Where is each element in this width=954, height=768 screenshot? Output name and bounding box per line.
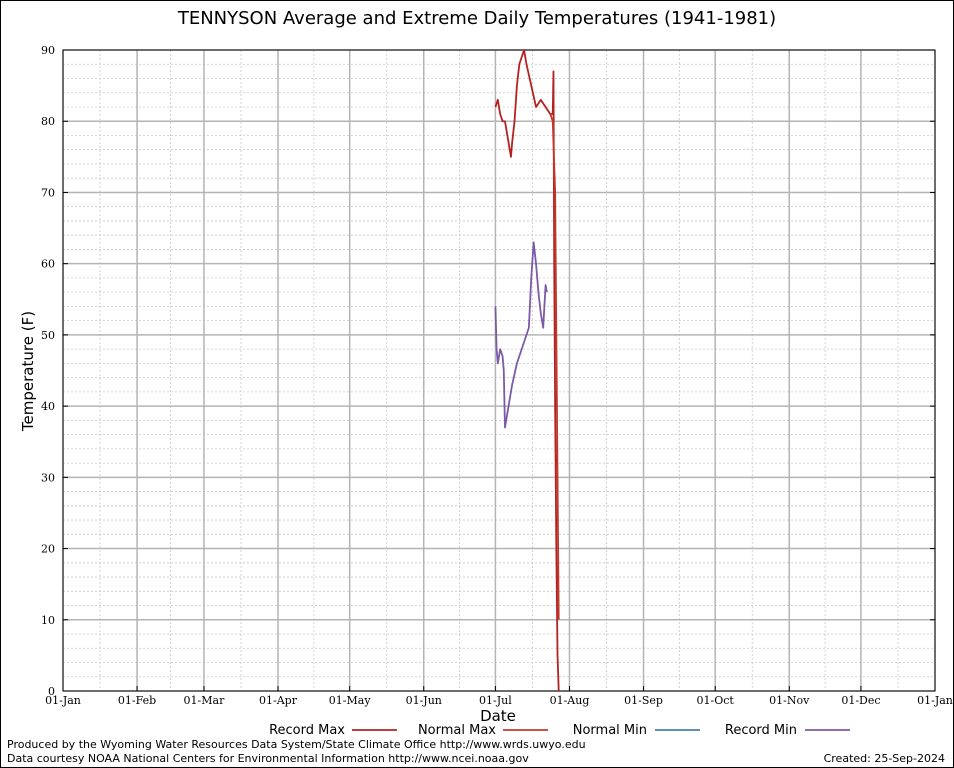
series-line-record-min [494, 241, 548, 429]
x-tick-label: 01-May [329, 694, 372, 707]
plot-border [62, 49, 936, 692]
x-tick-label: 01-Apr [259, 694, 298, 707]
series-lines [494, 49, 560, 692]
y-tick-label: 30 [41, 471, 55, 484]
chart-title: TENNYSON Average and Extreme Daily Tempe… [177, 8, 777, 29]
x-tick-label: 01-Jul [479, 694, 512, 707]
footer-created-date: Created: 25-Sep-2024 [823, 752, 945, 765]
y-tick-label: 80 [41, 115, 55, 128]
y-axis-label: Temperature (F) [19, 311, 37, 432]
y-tick-label: 60 [41, 258, 55, 271]
x-tick-label: 01-Mar [184, 694, 226, 707]
y-tick-label: 10 [41, 614, 55, 627]
legend-label: Normal Max [418, 723, 496, 738]
major-grid [62, 49, 936, 692]
x-tick-label: 01-Sep [624, 694, 663, 707]
series-line-normal-max [549, 113, 560, 620]
y-tick-label: 40 [41, 400, 55, 413]
legend: Record Max Normal Max Normal Min Record Min [269, 723, 850, 738]
y-tick-label: 20 [41, 543, 55, 556]
x-tick-label: 01-Aug [550, 694, 590, 707]
x-tick-label: 01-Jun [406, 694, 442, 707]
y-tick-label: 50 [41, 329, 55, 342]
footer-produced-by: Produced by the Wyoming Water Resources … [7, 738, 586, 751]
y-tick-label: 0 [48, 685, 55, 698]
x-axis-label: Date [480, 707, 516, 725]
footer-data-courtesy: Data courtesy NOAA National Centers for … [7, 752, 529, 765]
x-tick-label: 01-Jan [917, 694, 953, 707]
x-tick-label: 01-Nov [769, 694, 810, 707]
legend-label: Record Min [725, 723, 797, 738]
y-tick-label: 70 [41, 186, 55, 199]
x-axis-ticks: 01-Jan 01-Feb 01-Mar 01-Apr 01-May 01-Jun 01-J… [45, 686, 953, 707]
x-tick-label: 01-Oct [697, 694, 735, 707]
x-tick-label: 01-Dec [841, 694, 880, 707]
x-tick-label: 01-Jan [45, 694, 81, 707]
legend-label: Normal Min [573, 723, 647, 738]
series-line-record-max [494, 49, 560, 692]
y-tick-label: 90 [41, 44, 55, 57]
y-axis-ticks: 0 10 20 30 40 50 60 70 80 90 [41, 44, 935, 698]
legend-label: Record Max [269, 723, 345, 738]
x-tick-label: 01-Feb [118, 694, 156, 707]
minor-grid [63, 50, 935, 691]
